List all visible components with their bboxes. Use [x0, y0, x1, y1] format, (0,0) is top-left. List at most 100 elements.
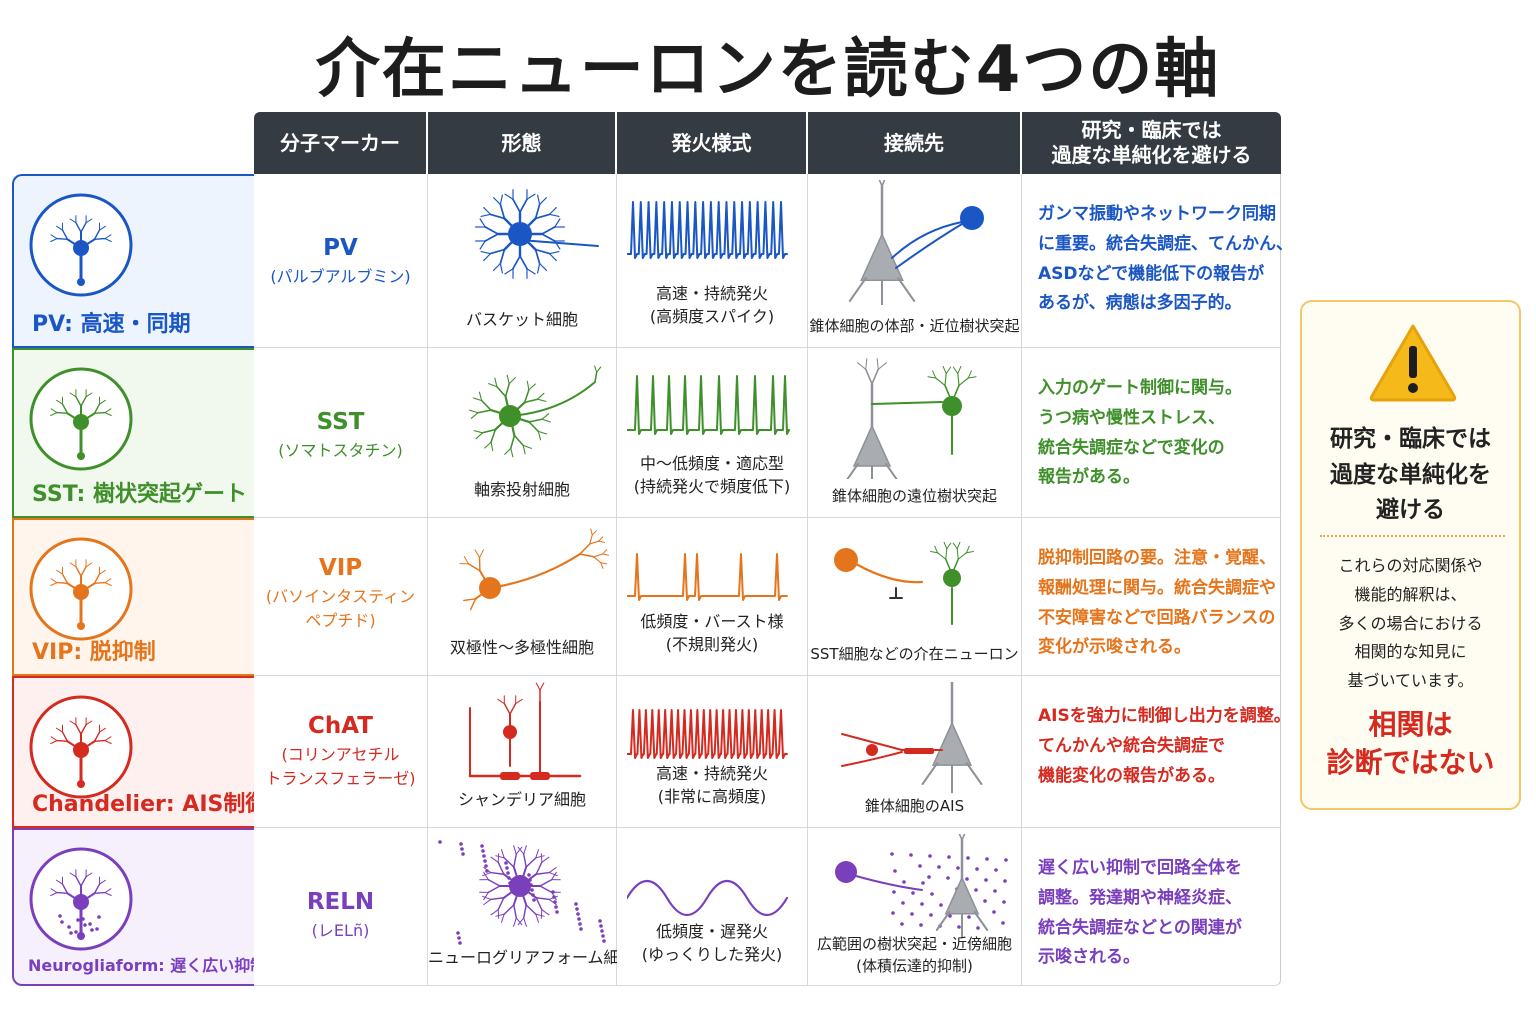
- caution-title-line: 研究・臨床では: [1330, 426, 1491, 452]
- marker-name: RELN: [306, 889, 375, 915]
- row-label: Chandelier: AIS制御: [12, 676, 267, 828]
- note-line: ASDなどで機能低下の報告が: [1038, 263, 1265, 284]
- note-line: AISを強力に制御し出力を調整。: [1038, 706, 1291, 726]
- marker-full-name: (ソマトスタチン): [278, 441, 403, 461]
- firing-caption-line: 高速・持続発火: [655, 284, 768, 303]
- morphology-cell: シャンデリア細胞: [428, 676, 617, 828]
- target-caption-line: (体積伝達的抑制): [856, 956, 973, 975]
- target-cell: 広範囲の樹状突起・近傍細胞 (体積伝達的抑制): [808, 828, 1022, 986]
- caution-body: これらの対応関係や 機能的解釈は、 多くの場合における 相関的な知見に 基づいています。: [1302, 552, 1519, 696]
- marker-cell: SST (ソマトスタチン): [254, 348, 428, 518]
- firing-caption-line: 低頻度・遅発火: [655, 922, 768, 941]
- note-cell: 遅く広い抑制で回路全体を 調整。発達期や神経炎症、 統合失調症などとの関連が 示唆され…: [1022, 828, 1281, 986]
- firing-trace: [627, 709, 788, 759]
- marker-full-name: (レELñ): [311, 921, 370, 941]
- target-connection-diagram: [835, 834, 1008, 939]
- note-line: あるが、病態は多因子的。: [1038, 293, 1242, 314]
- caution-panel: 研究・臨床では 過度な単純化を 避ける これらの対応関係や 機能的解釈は、 多くの場合に…: [1300, 300, 1521, 810]
- note-line: 示唆される。: [1038, 947, 1140, 968]
- target-caption-line: 錐体細胞の体部・近位樹状突起: [809, 317, 1020, 335]
- note-cell: 脱抑制回路の要。注意・覚醒、 報酬処理に関与。統合失調症や 不安障害などで回路バラン…: [1022, 518, 1281, 676]
- divider: [1320, 535, 1505, 537]
- marker-full-name: (バソインタスティン ペプチド): [265, 587, 416, 630]
- note-line: 遅く広い抑制で回路全体を: [1038, 858, 1242, 878]
- note-line: に重要。統合失調症、てんかん、: [1038, 233, 1293, 254]
- marker-name: SST: [316, 409, 365, 435]
- caution-title: 研究・臨床では 過度な単純化を 避ける: [1302, 422, 1519, 529]
- row-label: SST: 樹状突起ゲート: [12, 348, 254, 518]
- target-cell: 錐体細胞の遠位樹状突起: [808, 348, 1022, 518]
- note-line: 統合失調症などで変化の: [1038, 437, 1225, 458]
- neuron-circle-icon: [29, 367, 133, 471]
- note-line: ガンマ振動やネットワーク同期: [1038, 204, 1276, 224]
- row-label: VIP: 脱抑制: [12, 518, 254, 676]
- firing-cell: 中〜低頻度・適応型 (持続発火で頻度低下): [617, 348, 808, 518]
- note-line: 入力のゲート制御に関与。: [1038, 378, 1242, 398]
- row-label: Neurogliaform: 遅く広い抑制: [12, 828, 266, 986]
- table-row: Neurogliaform: 遅く広い抑制 RELN (レELñ) ニューログリアフォ…: [12, 828, 1281, 986]
- table-header: 分子マーカー 形態 発火様式 接続先 研究・臨床では 過度な単純化を避ける: [254, 112, 1281, 174]
- target-caption-line: 広範囲の樹状突起・近傍細胞: [816, 935, 1012, 953]
- marker-name: ChAT: [308, 713, 373, 739]
- marker-cell: PV (パルブアルブミン): [254, 174, 428, 348]
- marker-name: PV: [323, 235, 358, 261]
- neuron-circle-icon: [29, 847, 133, 951]
- firing-cell: 高速・持続発火 (非常に高頻度): [617, 676, 808, 828]
- header-morphology: 形態: [428, 112, 617, 174]
- caution-body-line: これらの対応関係や: [1338, 556, 1483, 575]
- row-label-text: VIP: 脱抑制: [32, 640, 156, 665]
- caution-footer-line: 診断ではない: [1326, 745, 1495, 779]
- morphology-caption: シャンデリア細胞: [457, 790, 586, 809]
- morphology-cell: 軸索投射細胞: [428, 348, 617, 518]
- caution-title-line: 避ける: [1376, 497, 1445, 524]
- firing-trace: [627, 201, 788, 259]
- caution-footer: 相関は 診断ではない: [1302, 706, 1519, 782]
- target-connection-diagram: [846, 358, 977, 479]
- header-firing: 発火様式: [617, 112, 808, 174]
- note-line: てんかんや統合失調症で: [1038, 735, 1225, 756]
- header-caution: 研究・臨床では 過度な単純化を避ける: [1022, 112, 1281, 174]
- caution-title-line: 過度な単純化を: [1330, 461, 1491, 488]
- firing-caption-line: (ゆっくりした発火): [641, 945, 783, 965]
- target-caption-line: 錐体細胞の遠位樹状突起: [831, 487, 997, 505]
- note-line: 調整。発達期や神経炎症、: [1038, 887, 1242, 908]
- firing-caption-line: (持続発火で頻度低下): [633, 477, 791, 497]
- morphology-caption: 軸索投射細胞: [473, 480, 570, 499]
- firing-cell: 高速・持続発火 (高頻度スパイク): [617, 174, 808, 348]
- header-marker: 分子マーカー: [254, 112, 428, 174]
- firing-caption-line: (非常に高頻度): [657, 787, 767, 807]
- firing-trace: [627, 880, 789, 916]
- morphology-cell: バスケット細胞: [428, 174, 617, 348]
- morphology-neuron-icon: [459, 528, 609, 611]
- morphology-neuron-icon: [468, 682, 582, 780]
- firing-caption-line: 低頻度・バースト様: [640, 612, 784, 631]
- morphology-neuron-icon: [469, 365, 602, 458]
- firing-caption-line: (高頻度スパイク): [649, 307, 775, 327]
- target-cell: 錐体細胞のAIS: [808, 676, 1022, 828]
- neuron-circle-icon: [29, 193, 133, 297]
- firing-caption-line: 高速・持続発火: [655, 764, 768, 783]
- row-label-text: Neurogliaform: 遅く広い抑制: [28, 956, 267, 975]
- marker-full-name: (パルブアルブミン): [270, 267, 411, 287]
- table-row: PV: 高速・同期 PV (パルブアルブミン) バスケット細胞 高速・持続発火 (高頻度ス…: [12, 174, 1293, 348]
- caution-body-line: 基づいています。: [1347, 671, 1474, 691]
- marker-cell: VIP (バソインタスティン ペプチド): [254, 518, 428, 676]
- table-row: Chandelier: AIS制御 ChAT (コリンアセチル トランスフェラーゼ)…: [12, 676, 1291, 828]
- note-line: 報告がある。: [1038, 467, 1140, 488]
- header-target: 接続先: [808, 112, 1022, 174]
- firing-caption-line: (不規則発火): [665, 635, 759, 655]
- caution-body-line: 機能的解釈は、: [1354, 584, 1467, 604]
- target-caption-line: SST細胞などの介在ニューロン: [810, 645, 1019, 663]
- note-cell: ガンマ振動やネットワーク同期 に重要。統合失調症、てんかん、 ASDなどで機能低下の…: [1022, 174, 1293, 348]
- row-label-text: PV: 高速・同期: [32, 312, 191, 337]
- target-cell: 錐体細胞の体部・近位樹状突起: [808, 174, 1022, 348]
- firing-trace: [627, 553, 788, 601]
- row-label: PV: 高速・同期: [12, 174, 254, 348]
- caution-body-line: 多くの場合における: [1338, 613, 1483, 633]
- marker-full-name: (コリンアセチル トランスフェラーゼ): [265, 745, 416, 788]
- firing-caption-line: 中〜低頻度・適応型: [639, 454, 784, 473]
- morphology-caption: ニューログリアフォーム細胞: [428, 948, 636, 967]
- target-caption-line: 錐体細胞のAIS: [864, 797, 965, 815]
- morphology-caption: 双極性〜多極性細胞: [449, 638, 594, 657]
- note-line: うつ病や慢性ストレス、: [1038, 407, 1225, 428]
